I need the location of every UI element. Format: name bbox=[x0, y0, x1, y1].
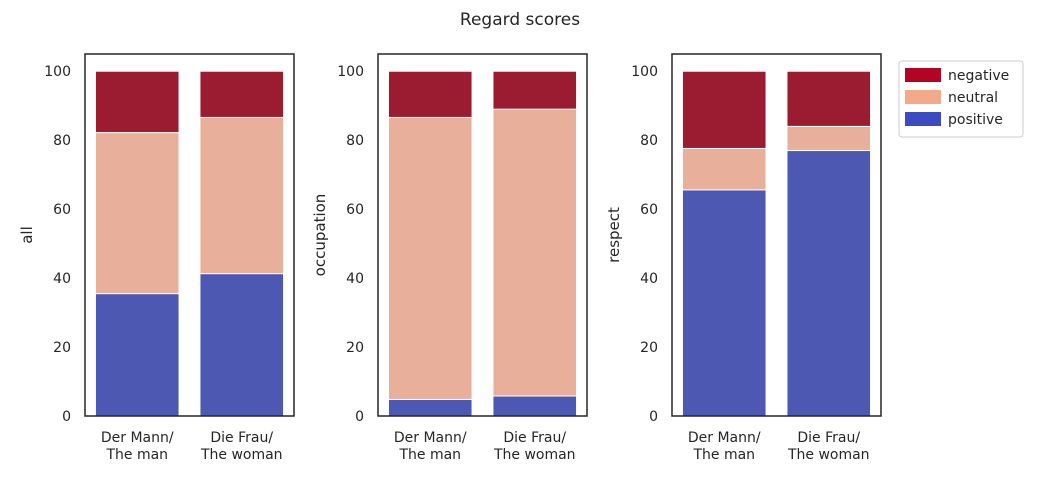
x-tick-label: Der Mann/The man bbox=[394, 430, 467, 463]
bar-positive-1 bbox=[786, 150, 872, 417]
bar-negative-0 bbox=[94, 70, 180, 134]
x-tick-label: Die Frau/The woman bbox=[200, 430, 283, 463]
y-tick-label: 60 bbox=[53, 202, 71, 218]
y-tick-label: 80 bbox=[346, 133, 364, 149]
y-axis-label: occupation bbox=[311, 194, 329, 277]
y-tick-label: 0 bbox=[355, 409, 364, 425]
y-tick-label: 100 bbox=[337, 64, 364, 80]
chart-panels: Der Mann/The man Die Frau/The woman 0 20 40 6… bbox=[18, 53, 882, 463]
bar-negative-0 bbox=[681, 70, 767, 149]
y-tick-label: 0 bbox=[649, 409, 658, 425]
chart-panel-1: Der Mann/The man Die Frau/The woman 0 20 40 6… bbox=[311, 53, 588, 463]
bar-negative-1 bbox=[199, 70, 285, 118]
y-tick-label: 0 bbox=[62, 409, 71, 425]
bar-neutral-1 bbox=[786, 125, 872, 152]
y-tick-label: 40 bbox=[53, 271, 71, 287]
bar-neutral-0 bbox=[387, 116, 473, 400]
axes-frame bbox=[84, 53, 295, 417]
chart-panel-2: Der Mann/The man Die Frau/The woman 0 20 40 6… bbox=[605, 53, 882, 463]
x-tick-label: Die Frau/The woman bbox=[493, 430, 576, 463]
y-axis-label: respect bbox=[605, 207, 623, 263]
chart-panel-0: Der Mann/The man Die Frau/The woman 0 20 40 6… bbox=[18, 53, 295, 463]
y-tick-label: 20 bbox=[640, 340, 658, 356]
legend-swatch-positive bbox=[905, 112, 941, 126]
bar-positive-0 bbox=[387, 398, 473, 417]
bar-positive-0 bbox=[94, 293, 180, 417]
y-tick-label: 60 bbox=[640, 202, 658, 218]
bar-positive-0 bbox=[681, 189, 767, 417]
bar-negative-1 bbox=[492, 70, 578, 110]
bar-positive-1 bbox=[199, 273, 285, 417]
bar-negative-1 bbox=[786, 70, 872, 127]
figure-title: Regard scores bbox=[460, 10, 580, 30]
x-tick-label: Der Mann/The man bbox=[101, 430, 174, 463]
bar-positive-1 bbox=[492, 395, 578, 417]
bar-neutral-0 bbox=[681, 147, 767, 191]
y-tick-label: 80 bbox=[53, 133, 71, 149]
y-axis-label: all bbox=[18, 226, 36, 244]
y-tick-label: 20 bbox=[346, 340, 364, 356]
legend-label-neutral: neutral bbox=[948, 90, 998, 106]
bar-neutral-0 bbox=[94, 132, 180, 295]
legend-label-positive: positive bbox=[948, 112, 1003, 128]
y-tick-label: 100 bbox=[44, 64, 71, 80]
legend-swatch-neutral bbox=[905, 90, 941, 104]
y-tick-label: 40 bbox=[346, 271, 364, 287]
legend: negative neutral positive bbox=[898, 60, 1024, 138]
axes-frame bbox=[671, 53, 882, 417]
axes-frame bbox=[377, 53, 588, 417]
y-tick-label: 40 bbox=[640, 271, 658, 287]
bar-negative-0 bbox=[387, 70, 473, 118]
y-tick-label: 20 bbox=[53, 340, 71, 356]
legend-label-negative: negative bbox=[948, 68, 1009, 84]
y-tick-label: 80 bbox=[640, 133, 658, 149]
y-tick-label: 60 bbox=[346, 202, 364, 218]
x-tick-label: Der Mann/The man bbox=[688, 430, 761, 463]
y-tick-label: 100 bbox=[631, 64, 658, 80]
x-tick-label: Die Frau/The woman bbox=[787, 430, 870, 463]
bar-neutral-1 bbox=[199, 116, 285, 275]
bar-neutral-1 bbox=[492, 108, 578, 397]
legend-swatch-negative bbox=[905, 68, 941, 82]
